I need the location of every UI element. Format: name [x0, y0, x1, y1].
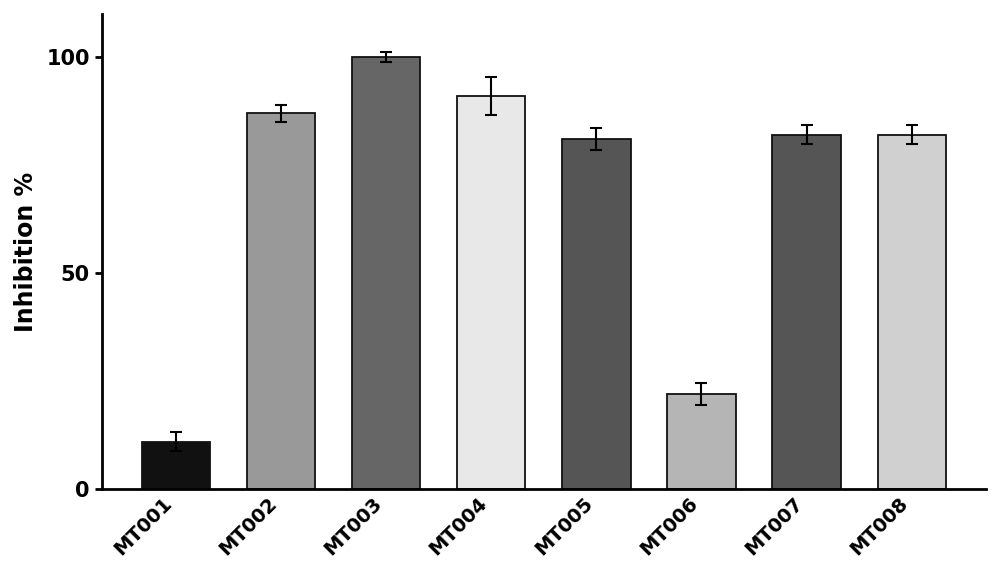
Y-axis label: Inhibition %: Inhibition %: [14, 171, 38, 332]
Bar: [352, 57, 420, 489]
Bar: [772, 135, 841, 489]
Bar: [142, 442, 210, 489]
Bar: [562, 139, 631, 489]
Bar: [247, 113, 315, 489]
Bar: [457, 96, 525, 489]
Bar: [878, 135, 946, 489]
Bar: [667, 394, 736, 489]
